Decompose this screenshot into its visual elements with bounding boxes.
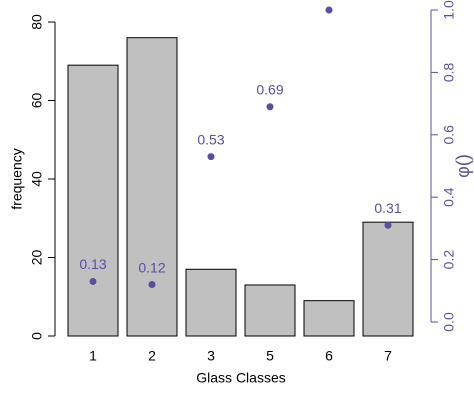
y2-tick-label: 0.2 [441, 250, 457, 270]
point-label: 0.12 [138, 259, 165, 275]
bar [126, 37, 178, 337]
y2-tick-label: 0.0 [441, 312, 457, 332]
y-tick-label: 20 [29, 250, 45, 266]
point [266, 103, 274, 111]
y2-axis-label: φ() [453, 154, 473, 178]
y2-tick-label: 0.4 [441, 187, 457, 207]
x-tick-label: 2 [148, 348, 156, 364]
y-tick-label: 40 [29, 171, 45, 187]
point [384, 221, 392, 229]
y-tick-label: 60 [29, 93, 45, 109]
y2-tick-label: 1.0 [441, 0, 457, 20]
bar [185, 268, 237, 337]
point [89, 277, 97, 285]
point [325, 6, 333, 14]
x-tick-label: 6 [325, 348, 333, 364]
point-label: 0.13 [79, 256, 106, 272]
bar [244, 284, 296, 337]
y-tick-label: 0 [29, 332, 45, 340]
point-label: 1 [325, 0, 333, 1]
point-label: 0.53 [197, 131, 224, 147]
x-tick-label: 5 [266, 348, 274, 364]
point-label: 0.31 [374, 200, 401, 216]
point-label: 0.69 [256, 81, 283, 97]
y2-tick-label: 0.8 [441, 62, 457, 82]
bar [303, 300, 355, 337]
bar [67, 64, 119, 337]
x-tick-label: 3 [207, 348, 215, 364]
x-tick-label: 1 [89, 348, 97, 364]
y-tick-label: 80 [29, 14, 45, 30]
point [207, 153, 215, 161]
x-tick-label: 7 [384, 348, 392, 364]
point [148, 281, 156, 289]
y-axis-label: frequency [9, 148, 25, 209]
x-axis-label: Glass Classes [196, 370, 285, 386]
bar [362, 221, 414, 337]
y2-tick-label: 0.6 [441, 125, 457, 145]
